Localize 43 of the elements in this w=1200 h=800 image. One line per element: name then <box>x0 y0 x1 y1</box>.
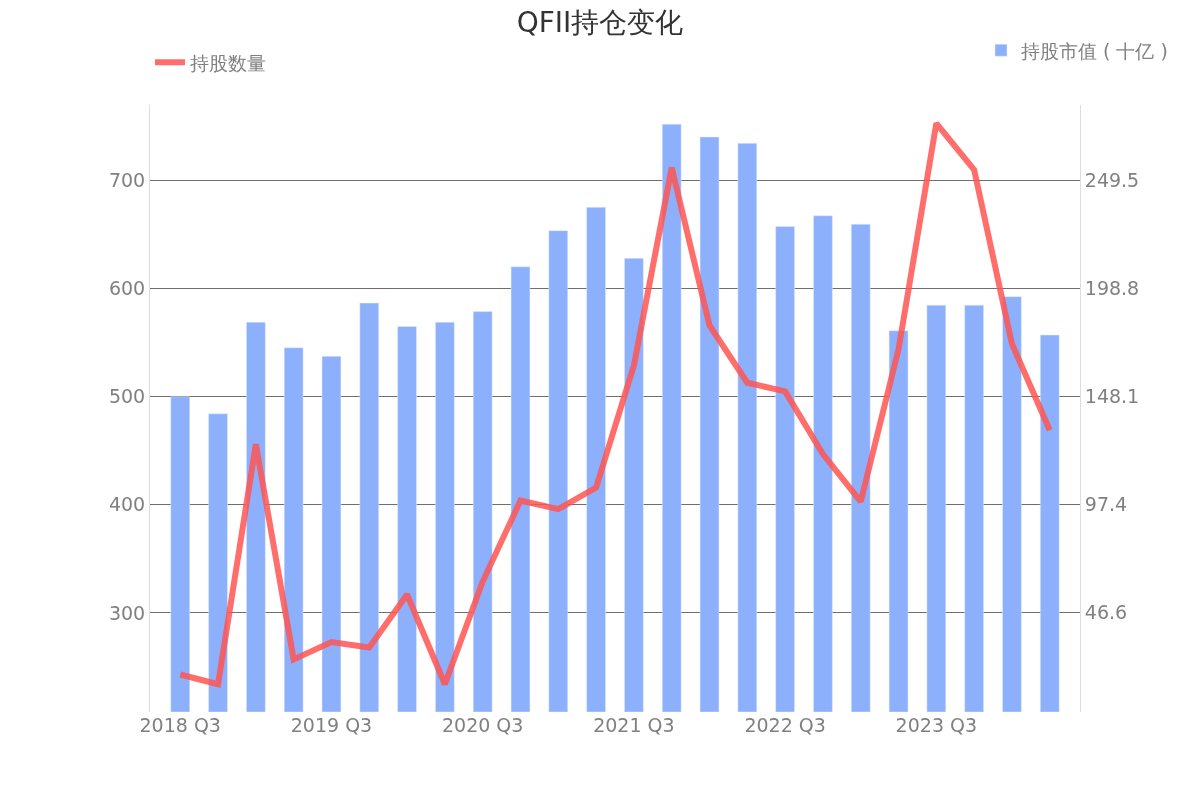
y-tick-label: 700 <box>108 169 146 192</box>
bar <box>964 304 984 712</box>
bar <box>170 396 190 712</box>
x-tick-label: 2022 Q3 <box>744 714 826 736</box>
y-tick-label: 500 <box>108 385 146 408</box>
bar <box>510 266 531 712</box>
x-tick-label: 2019 Q3 <box>290 714 373 736</box>
x-tick-label: 2021 Q3 <box>593 714 675 736</box>
bar <box>359 302 379 712</box>
bar <box>1002 296 1022 712</box>
y2-tick-label: 198.8 <box>1084 277 1140 300</box>
y2-tick-label: 148.1 <box>1084 385 1140 408</box>
bar <box>699 136 720 712</box>
chart-title: QFII持仓变化 <box>516 5 684 39</box>
bar <box>813 215 833 712</box>
bar <box>775 226 795 712</box>
bar <box>737 143 758 712</box>
legend-label: 持股数量 <box>190 51 266 74</box>
x-tick-label: 2023 Q3 <box>895 714 978 736</box>
x-tick-label: 2020 Q3 <box>441 714 524 736</box>
y2-tick-label: 249.5 <box>1084 169 1140 192</box>
bar <box>926 304 947 712</box>
bar <box>321 356 342 712</box>
y-tick-label: 600 <box>108 277 146 300</box>
bar <box>246 321 266 712</box>
bar <box>888 330 909 712</box>
bar <box>472 311 493 712</box>
x-tick-label: 2018 Q3 <box>139 714 221 736</box>
bar <box>208 413 228 712</box>
y-tick-label: 300 <box>108 601 146 624</box>
y2-tick-label: 46.6 <box>1084 601 1128 624</box>
y2-tick-label: 97.4 <box>1084 493 1128 516</box>
bar <box>586 206 606 712</box>
bar <box>397 326 417 712</box>
y-tick-label: 400 <box>108 493 146 516</box>
bar <box>851 224 871 712</box>
bar <box>624 258 644 712</box>
legend-label: 持股市值 ( 十亿 ) <box>1021 39 1168 62</box>
bar <box>548 230 568 712</box>
bar <box>283 347 304 712</box>
bar <box>1040 334 1060 712</box>
bar <box>662 123 682 712</box>
bar <box>435 321 455 712</box>
